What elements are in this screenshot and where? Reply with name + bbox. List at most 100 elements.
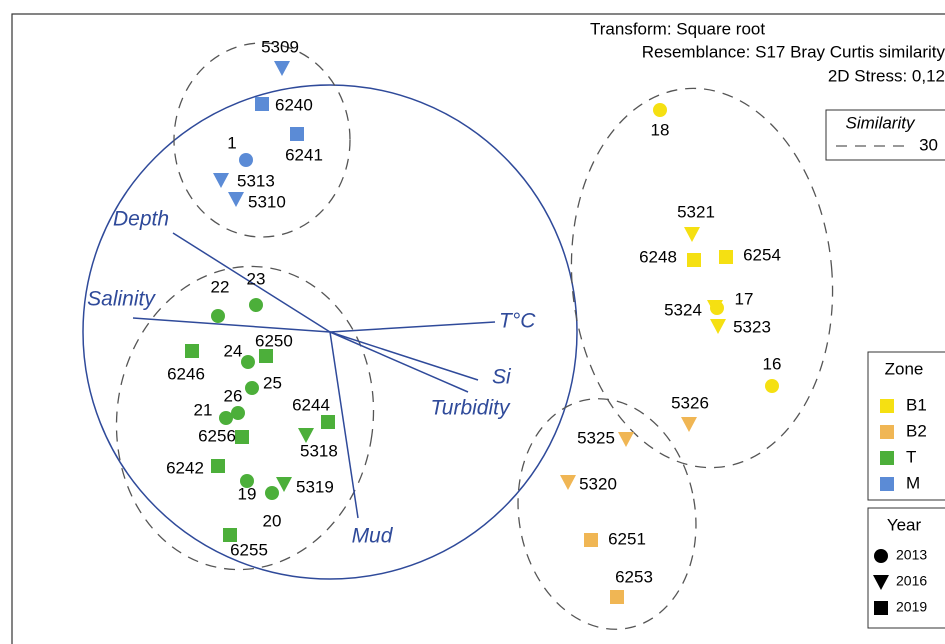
marker <box>298 428 314 443</box>
marker <box>219 411 233 425</box>
vector-label: Si <box>492 366 512 389</box>
point-label: 6256 <box>198 426 236 445</box>
point-label: 6240 <box>275 95 313 114</box>
point-label: 18 <box>651 120 670 139</box>
marker <box>321 415 335 429</box>
marker <box>185 344 199 358</box>
cluster-ellipse <box>517 398 697 630</box>
marker <box>274 61 290 76</box>
vector-label: Salinity <box>87 288 156 311</box>
marker <box>259 349 273 363</box>
frame <box>11 13 945 644</box>
point-label: 5323 <box>733 317 771 336</box>
point-label: 5320 <box>579 474 617 493</box>
marker <box>610 590 624 604</box>
cluster-ellipse <box>570 87 834 469</box>
point-label: 17 <box>735 289 754 308</box>
marker <box>290 127 304 141</box>
legend-label: 2019 <box>896 599 927 615</box>
point-label: 5318 <box>300 441 338 460</box>
marker <box>235 430 249 444</box>
marker <box>681 417 697 432</box>
marker <box>223 528 237 542</box>
legend-label: 2013 <box>896 547 927 563</box>
cluster-ellipse <box>173 42 351 238</box>
legend-label: M <box>906 473 920 492</box>
marker <box>245 381 259 395</box>
point-label: 5313 <box>237 171 275 190</box>
zone-legend <box>867 351 945 501</box>
legend-swatch <box>880 451 894 465</box>
marker <box>255 97 269 111</box>
vector <box>172 232 331 333</box>
vector-label: Depth <box>113 208 169 231</box>
vector <box>329 331 469 393</box>
marker <box>765 379 779 393</box>
marker <box>719 250 733 264</box>
point-label: 6246 <box>167 364 205 383</box>
point-label: 6251 <box>608 529 646 548</box>
marker <box>710 319 726 334</box>
point-label: 5319 <box>296 477 334 496</box>
point-label: 24 <box>224 341 243 360</box>
point-label: 20 <box>263 511 282 530</box>
legend-swatch <box>880 399 894 413</box>
marker <box>560 475 576 490</box>
cluster-ellipse <box>115 265 375 571</box>
marker <box>231 406 245 420</box>
point-label: 6254 <box>743 245 781 264</box>
point-label: 5309 <box>261 37 299 56</box>
marker <box>240 474 254 488</box>
marker <box>228 192 244 207</box>
point-label: 25 <box>263 373 282 392</box>
marker <box>618 432 634 447</box>
point-label: 26 <box>224 386 243 405</box>
marker <box>241 355 255 369</box>
title-line: 2D Stress: 0,12 <box>828 66 945 85</box>
legend-title: Year <box>887 515 922 534</box>
marker <box>584 533 598 547</box>
legend-swatch <box>880 425 894 439</box>
marker <box>239 153 253 167</box>
marker <box>249 298 263 312</box>
similarity-legend <box>825 109 945 161</box>
point-label: 6248 <box>639 247 677 266</box>
marker <box>874 549 888 563</box>
vector <box>132 317 331 333</box>
legend-label: T <box>906 447 916 466</box>
marker <box>265 486 279 500</box>
point-label: 6241 <box>285 145 323 164</box>
marker <box>276 477 292 492</box>
point-label: 6244 <box>292 395 330 414</box>
point-label: 23 <box>247 269 266 288</box>
point-label: 5310 <box>248 192 286 211</box>
point-label: 21 <box>194 400 213 419</box>
marker <box>874 601 888 615</box>
vector-label: Turbidity <box>431 397 511 420</box>
point-label: 5321 <box>677 202 715 221</box>
marker <box>873 575 889 590</box>
legend-label: B2 <box>906 421 927 440</box>
point-label: 6255 <box>230 540 268 559</box>
vector-label: T°C <box>499 310 536 333</box>
legend-label: 30 <box>919 135 938 154</box>
legend-title: Similarity <box>846 113 916 132</box>
vector <box>329 331 479 381</box>
vector-label: Mud <box>352 525 394 548</box>
point-label: 6242 <box>166 458 204 477</box>
title-line: Resemblance: S17 Bray Curtis similarity <box>642 42 945 61</box>
vector-circle <box>82 84 578 580</box>
point-label: 16 <box>763 354 782 373</box>
point-label: 5326 <box>671 393 709 412</box>
point-label: 6250 <box>255 331 293 350</box>
point-label: 22 <box>211 277 230 296</box>
vector <box>329 331 359 519</box>
marker <box>653 103 667 117</box>
title-line: Transform: Square root <box>590 19 765 38</box>
point-label: 5325 <box>577 428 615 447</box>
legend-title: Zone <box>885 359 924 378</box>
marker <box>687 253 701 267</box>
legend-swatch <box>880 477 894 491</box>
marker <box>684 227 700 242</box>
